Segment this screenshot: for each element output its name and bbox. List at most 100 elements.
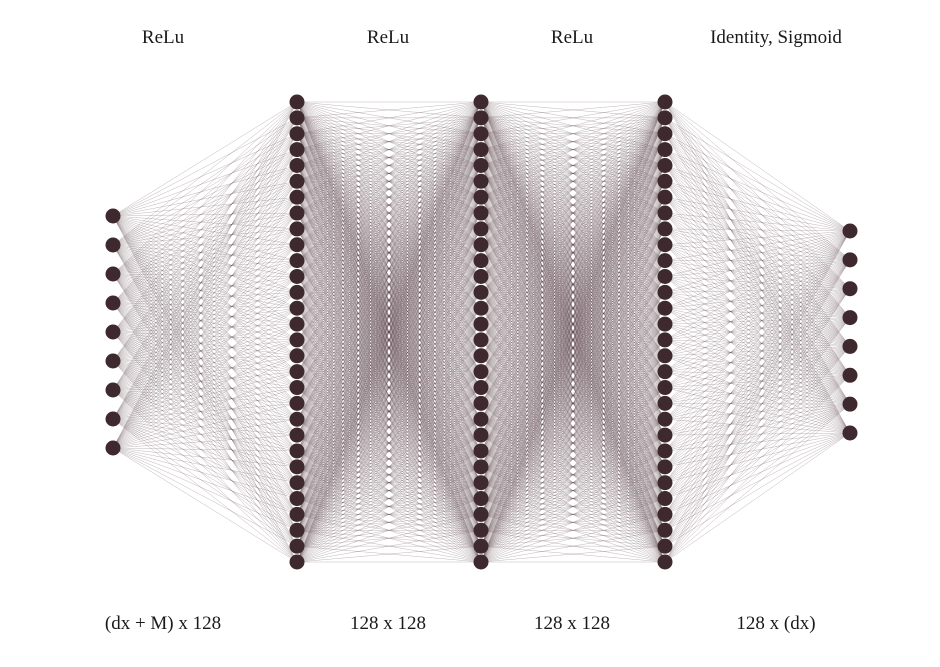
edge-l4-n4-to-n2 [665, 150, 850, 260]
neuron-layer-4-node-4 [658, 142, 673, 157]
edge-l1-n9-to-n25 [113, 448, 297, 483]
neuron-layer-2-node-23 [290, 443, 305, 458]
neuron-layer-3-node-4 [474, 142, 489, 157]
edge-l1-n2-to-n29 [113, 245, 297, 546]
edge-l1-n3-to-n8 [113, 213, 297, 274]
edge-l4-n30-to-n8 [665, 433, 850, 562]
edge-l4-n7-to-n3 [665, 197, 850, 289]
edge-l4-n30-to-n5 [665, 346, 850, 562]
neuron-layer-2-node-12 [290, 269, 305, 284]
neuron-layer-4-node-10 [658, 237, 673, 252]
neuron-layer-1-node-6 [106, 354, 121, 369]
neuron-layer-3-node-5 [474, 158, 489, 173]
edge-l1-n1-to-n8 [113, 213, 297, 216]
neuron-layer-5-node-6 [843, 368, 858, 383]
neuron-layer-2-node-7 [290, 190, 305, 205]
edge-l1-n8-to-n13 [113, 292, 297, 419]
edge-l1-n1-to-n6 [113, 181, 297, 216]
edge-l1-n7-to-n29 [113, 390, 297, 546]
edge-l1-n9-to-n23 [113, 448, 297, 451]
neuron-layer-4-node-16 [658, 332, 673, 347]
edge-l1-n6-to-n20 [113, 361, 297, 403]
dimension-label-layer-4: 128 x (dx) [736, 613, 815, 635]
neuron-layer-5-node-1 [843, 224, 858, 239]
edge-l1-n4-to-n11 [113, 261, 297, 303]
neuron-layer-5-node-7 [843, 397, 858, 412]
edge-l1-n2-to-n22 [113, 245, 297, 435]
edge-l4-n28-to-n8 [665, 433, 850, 530]
neuron-layer-2-node-11 [290, 253, 305, 268]
edge-l4-n4-to-n7 [665, 150, 850, 405]
edge-l4-n29-to-n6 [665, 375, 850, 546]
dimension-label-layer-2: 128 x 128 [350, 613, 426, 635]
neuron-layer-3-node-8 [474, 206, 489, 221]
edge-l4-n11-to-n8 [665, 261, 850, 433]
neuron-layer-3-node-29 [474, 539, 489, 554]
edge-l4-n28-to-n1 [665, 231, 850, 530]
neuron-layer-4-node-21 [658, 412, 673, 427]
neuron-layer-2-node-13 [290, 285, 305, 300]
neuron-layer-1-node-1 [106, 209, 121, 224]
edge-l4-n17-to-n7 [665, 356, 850, 404]
edge-l4-n1-to-n8 [665, 102, 850, 433]
dimension-label-layer-3: 128 x 128 [534, 613, 610, 635]
edge-l4-n26-to-n1 [665, 231, 850, 499]
edge-l1-n2-to-n3 [113, 134, 297, 245]
neuron-layer-3-node-27 [474, 507, 489, 522]
edge-l4-n29-to-n4 [665, 318, 850, 547]
neuron-layer-2-node-27 [290, 507, 305, 522]
edge-l1-n6-to-n26 [113, 361, 297, 499]
neuron-layer-3-node-7 [474, 190, 489, 205]
neuron-layer-3-node-15 [474, 317, 489, 332]
neuron-layer-2-node-14 [290, 301, 305, 316]
edge-l4-n2-to-n5 [665, 118, 850, 347]
edge-l1-n8-to-n30 [113, 419, 297, 562]
edge-l4-n3-to-n1 [665, 134, 850, 231]
neuron-layer-4-node-12 [658, 269, 673, 284]
neuron-layer-1-node-8 [106, 412, 121, 427]
edge-l1-n3-to-n27 [113, 274, 297, 514]
edge-l1-n5-to-n4 [113, 150, 297, 332]
neuron-layer-5-node-8 [843, 426, 858, 441]
neuron-layer-2-node-2 [290, 110, 305, 125]
neuron-layer-2-node-5 [290, 158, 305, 173]
neuron-layer-3-node-1 [474, 95, 489, 110]
neuron-layer-2-node-21 [290, 412, 305, 427]
neuron-layer-2-node-22 [290, 428, 305, 443]
activation-label-layer-2: ReLu [367, 27, 409, 49]
edge-l1-n8-to-n2 [113, 118, 297, 419]
neuron-layer-4-node-24 [658, 459, 673, 474]
neuron-nodes [106, 95, 858, 570]
edge-l4-n14-to-n6 [665, 308, 850, 375]
edge-l4-n24-to-n1 [665, 231, 850, 467]
neuron-layer-4-node-1 [658, 95, 673, 110]
neuron-layer-4-node-3 [658, 126, 673, 141]
neuron-layer-4-node-23 [658, 443, 673, 458]
edge-l4-n17-to-n3 [665, 289, 850, 356]
edge-l1-n8-to-n28 [113, 419, 297, 530]
activation-label-layer-4: Identity, Sigmoid [710, 27, 842, 49]
neuron-layer-2-node-8 [290, 206, 305, 221]
edge-l1-n6-to-n1 [113, 102, 297, 361]
edge-l4-n14-to-n2 [665, 260, 850, 308]
edge-l1-n8-to-n3 [113, 134, 297, 419]
edge-l1-n4-to-n5 [113, 165, 297, 303]
neuron-layer-1-node-7 [106, 383, 121, 398]
neuron-layer-2-node-9 [290, 221, 305, 236]
neuron-layer-3-node-24 [474, 459, 489, 474]
edge-l1-n3-to-n6 [113, 181, 297, 274]
activation-label-layer-1: ReLu [142, 27, 184, 49]
edge-l4-n5-to-n8 [665, 165, 850, 433]
neuron-layer-3-node-13 [474, 285, 489, 300]
neuron-layer-4-node-9 [658, 221, 673, 236]
edge-l4-n22-to-n8 [665, 433, 850, 435]
neuron-layer-4-node-7 [658, 190, 673, 205]
neuron-layer-3-node-16 [474, 332, 489, 347]
edge-l4-n27-to-n2 [665, 260, 850, 515]
edge-l1-n7-to-n23 [113, 390, 297, 451]
neuron-layer-3-node-21 [474, 412, 489, 427]
dimension-label-layer-1: (dx + M) x 128 [105, 613, 221, 635]
neuron-layer-3-node-3 [474, 126, 489, 141]
edge-l4-n3-to-n4 [665, 134, 850, 318]
